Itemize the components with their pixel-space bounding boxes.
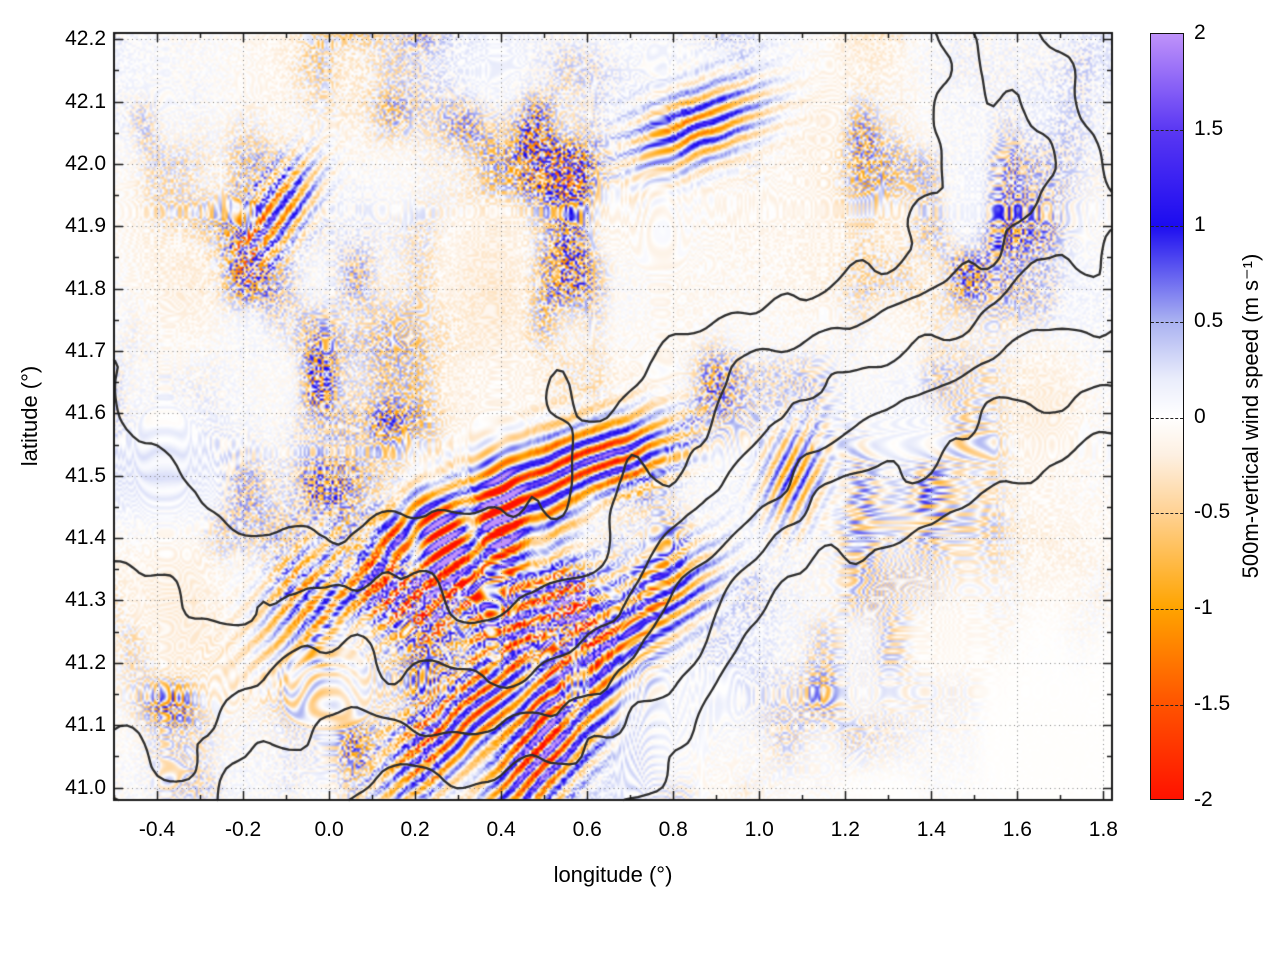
y-tick-label: 41.8 xyxy=(65,276,106,300)
colorbar-tick-label: -1 xyxy=(1194,596,1213,620)
y-tick-label: 42.2 xyxy=(65,27,106,51)
colorbar-tick xyxy=(1151,225,1183,227)
colorbar-tick xyxy=(1151,609,1183,611)
y-tick-label: 41.4 xyxy=(65,526,106,550)
colorbar-tick xyxy=(1151,129,1183,131)
colorbar-tick-label: 1.5 xyxy=(1194,116,1224,140)
colorbar-tick-label: 0 xyxy=(1194,404,1206,428)
y-tick-label: 41.9 xyxy=(65,214,106,238)
y-tick-label: 41.5 xyxy=(65,463,106,487)
y-tick-label: 41.0 xyxy=(65,775,106,799)
colorbar-tick-label: -2 xyxy=(1194,788,1213,811)
x-axis-label: longitude (°) xyxy=(553,862,673,887)
x-tick-label: 1.6 xyxy=(1002,818,1032,841)
y-tick-label: 41.2 xyxy=(65,650,106,674)
x-tick-label: 0.6 xyxy=(572,818,602,841)
colorbar-label: 500m-vertical wind speed (m s⁻¹) xyxy=(1238,253,1263,579)
x-tick-label: 1.8 xyxy=(1088,818,1118,841)
x-tick-label: 0.4 xyxy=(486,818,516,841)
colorbar xyxy=(1150,33,1184,800)
y-tick-label: 42.1 xyxy=(65,89,106,113)
colorbar-tick-label: 0.5 xyxy=(1194,308,1224,332)
x-tick-label: 1.4 xyxy=(916,818,946,841)
colorbar-tick-label: 1 xyxy=(1194,212,1206,236)
y-axis-label: latitude (°) xyxy=(17,365,42,467)
y-tick-label: 42.0 xyxy=(65,151,106,175)
x-tick-label: 1.0 xyxy=(744,818,774,841)
x-tick-label: 0.2 xyxy=(400,818,430,841)
colorbar-tick xyxy=(1151,705,1183,707)
x-tick-label: 1.2 xyxy=(830,818,860,841)
colorbar-tick-label: -1.5 xyxy=(1194,692,1231,716)
y-tick-label: 41.3 xyxy=(65,588,106,612)
colorbar-tick-label: -0.5 xyxy=(1194,500,1231,524)
colorbar-tick xyxy=(1151,513,1183,515)
y-tick-label: 41.6 xyxy=(65,401,106,425)
colorbar-tick xyxy=(1151,417,1183,419)
colorbar-tick-label: 2 xyxy=(1194,21,1206,44)
x-tick-label: 0.0 xyxy=(314,818,344,841)
y-tick-label: 41.1 xyxy=(65,713,106,737)
x-tick-label: 0.8 xyxy=(658,818,688,841)
y-tick-label: 41.7 xyxy=(65,339,106,363)
x-tick-label: -0.2 xyxy=(224,818,262,841)
colorbar-tick xyxy=(1151,321,1183,323)
x-tick-label: -0.4 xyxy=(138,818,176,841)
